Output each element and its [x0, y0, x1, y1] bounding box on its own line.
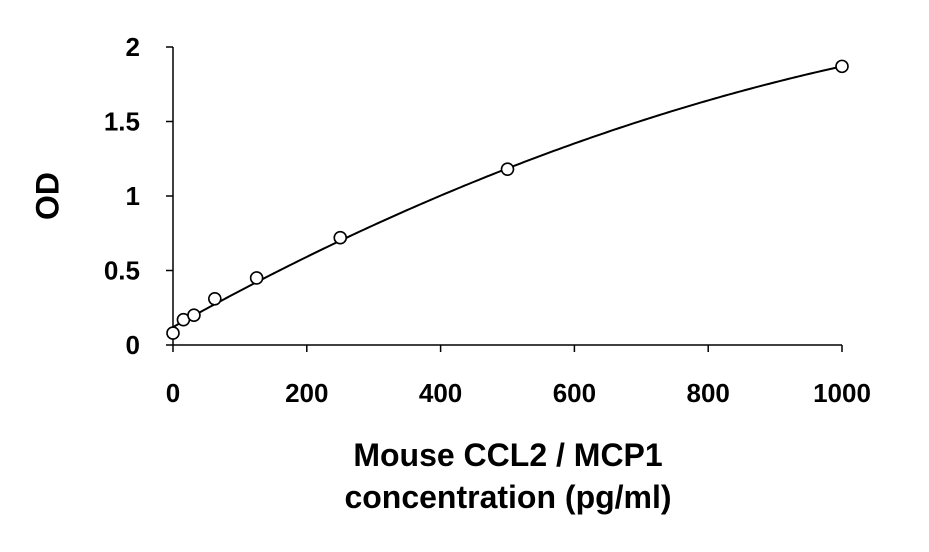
x-tick-label: 800 [687, 378, 730, 408]
data-point [500, 162, 515, 176]
y-axis-title: OD [29, 172, 65, 220]
data-point [333, 230, 348, 245]
y-tick-label: 0 [126, 330, 140, 360]
tick-labels: 0 200 400 600 800 1000 0 0.5 1 1.5 2 [104, 32, 871, 408]
x-axis-title-line2: concentration (pg/ml) [344, 479, 671, 515]
y-tick-label: 1 [126, 181, 140, 211]
x-tick-label: 400 [419, 378, 462, 408]
data-point [187, 308, 201, 323]
fit-curve-group [172, 65, 843, 328]
x-tick-label: 0 [166, 378, 180, 408]
x-tick-label: 600 [553, 378, 596, 408]
data-point [249, 271, 264, 285]
tick-marks [166, 46, 843, 352]
y-tick-label: 2 [126, 32, 140, 62]
fit-curve-line [172, 65, 843, 328]
data-point [208, 292, 222, 306]
data-points [166, 59, 849, 340]
x-tick-label: 1000 [813, 378, 871, 408]
y-tick-label: 0.5 [104, 256, 140, 286]
x-tick-label: 200 [285, 378, 328, 408]
data-point [835, 59, 849, 74]
x-axis-title-line1: Mouse CCL2 / MCP1 [353, 437, 662, 473]
data-point [166, 326, 180, 340]
y-tick-label: 1.5 [104, 107, 140, 137]
